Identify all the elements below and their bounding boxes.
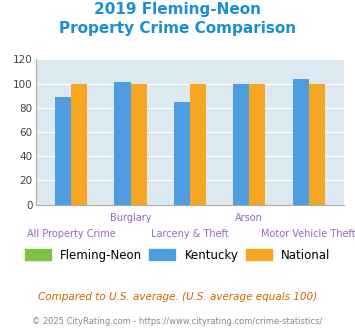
Bar bbox=[115, 82, 131, 205]
Text: © 2025 CityRating.com - https://www.cityrating.com/crime-statistics/: © 2025 CityRating.com - https://www.city… bbox=[32, 317, 323, 326]
Text: Burglary: Burglary bbox=[110, 213, 151, 223]
Bar bbox=[131, 83, 147, 205]
Text: Property Crime Comparison: Property Crime Comparison bbox=[59, 21, 296, 36]
Bar bbox=[309, 83, 325, 205]
Bar bbox=[174, 102, 190, 205]
Text: Compared to U.S. average. (U.S. average equals 100): Compared to U.S. average. (U.S. average … bbox=[38, 292, 317, 302]
Text: Larceny & Theft: Larceny & Theft bbox=[151, 229, 229, 239]
Bar bbox=[233, 83, 249, 205]
Legend: Fleming-Neon, Kentucky, National: Fleming-Neon, Kentucky, National bbox=[20, 244, 335, 266]
Text: Arson: Arson bbox=[235, 213, 263, 223]
Bar bbox=[55, 97, 71, 205]
Text: All Property Crime: All Property Crime bbox=[27, 229, 115, 239]
Text: 2019 Fleming-Neon: 2019 Fleming-Neon bbox=[94, 2, 261, 16]
Bar bbox=[249, 83, 265, 205]
Bar bbox=[190, 83, 206, 205]
Text: Motor Vehicle Theft: Motor Vehicle Theft bbox=[261, 229, 355, 239]
Bar bbox=[71, 83, 87, 205]
Bar bbox=[293, 79, 309, 205]
